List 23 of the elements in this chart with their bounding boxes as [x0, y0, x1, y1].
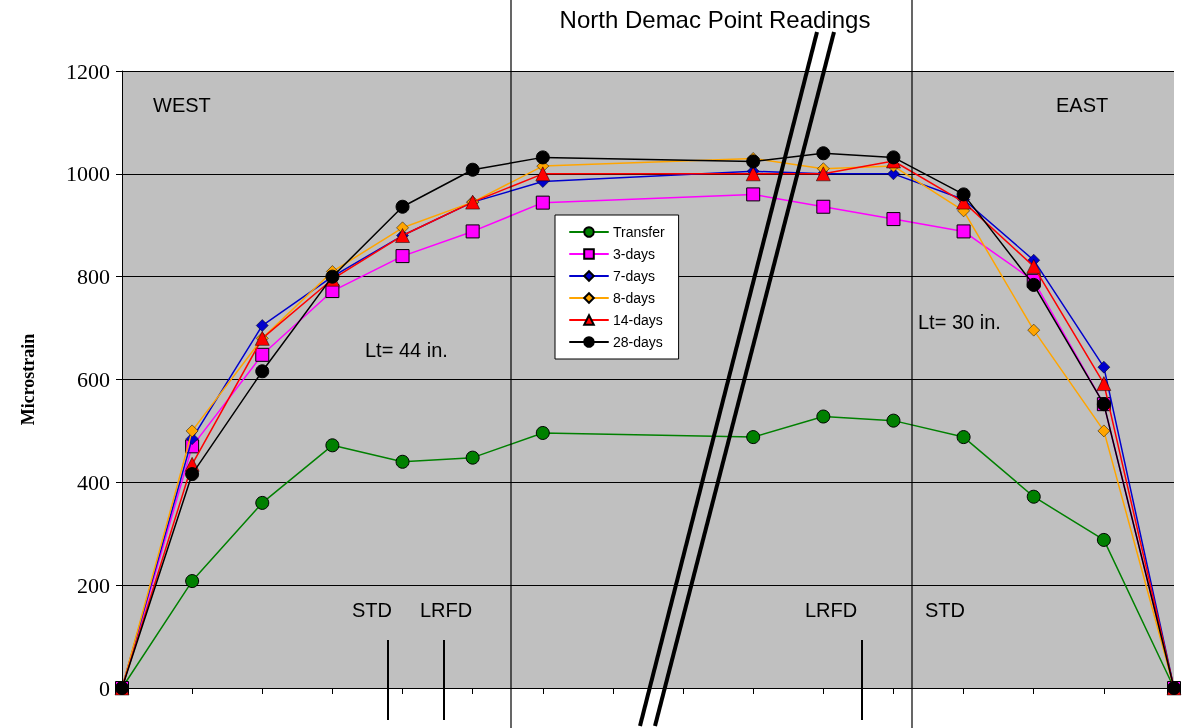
y-tick-label: 200: [77, 572, 110, 598]
annotation: STD: [925, 599, 965, 621]
legend-label: 14-days: [613, 312, 663, 328]
legend-label: 7-days: [613, 268, 656, 284]
y-tick-label: 600: [77, 367, 110, 392]
legend-label: 3-days: [613, 246, 656, 262]
y-tick-label: 0: [99, 675, 110, 701]
chart-title: North Demac Point Readings: [559, 5, 871, 33]
y-tick-label: 800: [77, 264, 110, 290]
legend-label: 8-days: [613, 290, 656, 306]
annotation: LRFD: [420, 599, 473, 621]
y-tick-label: 1200: [66, 58, 110, 84]
annotation: EAST: [1056, 94, 1109, 116]
annotation: Lt= 44 in.: [365, 339, 448, 361]
legend-label: Transfer: [613, 224, 665, 240]
y-axis-title: Microstrain: [18, 333, 38, 426]
y-tick-label: 400: [77, 469, 110, 495]
annotation: STD: [352, 599, 392, 621]
annotation: LRFD: [805, 599, 858, 621]
annotation: WEST: [153, 94, 211, 116]
annotation: Lt= 30 in.: [918, 311, 1001, 333]
y-tick-label: 1000: [66, 161, 110, 187]
legend-label: 28-days: [613, 334, 663, 350]
